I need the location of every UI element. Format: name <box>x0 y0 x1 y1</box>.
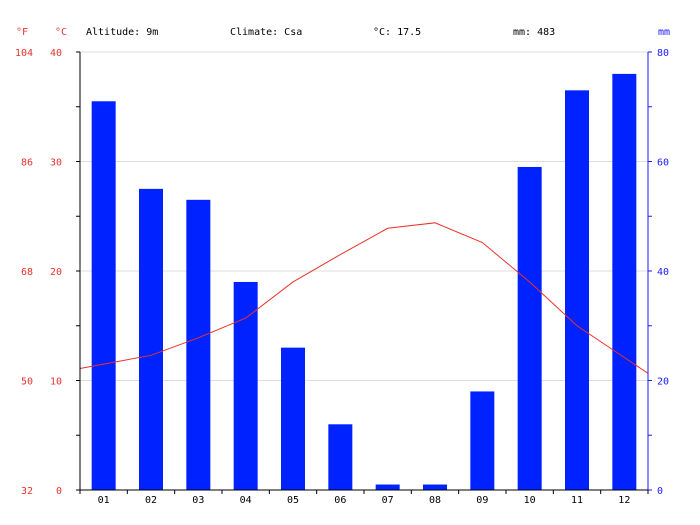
precip-bar <box>612 73 637 491</box>
celsius-tick-label: 10 <box>50 377 62 388</box>
month-tick-label: 04 <box>240 495 252 506</box>
precip-tick-label: 0 <box>657 486 663 497</box>
month-tick-label: 09 <box>476 495 488 506</box>
fahrenheit-tick-label: 68 <box>21 267 33 278</box>
precip-bar <box>517 166 542 490</box>
precip-tick-label: 20 <box>657 377 669 388</box>
fahrenheit-tick-label: 50 <box>21 377 33 388</box>
precip-bar <box>139 188 163 490</box>
fahrenheit-unit-label: °F <box>16 27 28 38</box>
month-tick-label: 12 <box>618 495 630 506</box>
precip-bar <box>281 347 305 490</box>
tick-labels: 0 10 20 30 40 32 50 68 86 104 0 20 40 60 80 01 02 03 04 05 0… <box>15 48 669 506</box>
celsius-tick-label: 0 <box>56 486 62 497</box>
month-tick-label: 03 <box>192 495 204 506</box>
fahrenheit-tick-label: 104 <box>15 48 33 59</box>
axes <box>76 51 652 494</box>
temp-mean-label: °C: 17.5 <box>373 27 421 38</box>
precip-tick-label: 40 <box>657 267 669 278</box>
precip-bar <box>328 424 353 490</box>
precip-total-label: mm: 483 <box>513 27 555 38</box>
precip-bar <box>423 484 447 490</box>
month-tick-label: 08 <box>429 495 441 506</box>
precip-bar <box>565 90 589 490</box>
month-tick-label: 01 <box>98 495 110 506</box>
celsius-unit-label: °C <box>55 27 67 38</box>
temperature-polyline <box>79 222 649 374</box>
temperature-line <box>79 222 649 374</box>
precip-tick-label: 80 <box>657 48 669 59</box>
celsius-tick-label: 40 <box>50 48 62 59</box>
gridlines <box>80 51 648 381</box>
precip-bar <box>470 391 495 490</box>
precip-bar <box>186 199 211 490</box>
fahrenheit-tick-label: 86 <box>21 158 33 169</box>
month-tick-label: 07 <box>382 495 394 506</box>
precip-bar <box>233 281 258 490</box>
celsius-tick-label: 20 <box>50 267 62 278</box>
precip-bar <box>375 484 400 490</box>
celsius-tick-label: 30 <box>50 158 62 169</box>
climate-label: Climate: Csa <box>230 27 302 38</box>
month-tick-label: 11 <box>571 495 583 506</box>
fahrenheit-tick-label: 32 <box>21 486 33 497</box>
altitude-label: Altitude: 9m <box>86 27 158 38</box>
month-tick-label: 06 <box>334 495 346 506</box>
precip-tick-label: 60 <box>657 158 669 169</box>
month-tick-label: 02 <box>145 495 157 506</box>
month-tick-label: 10 <box>524 495 536 506</box>
precipitation-bars <box>91 73 637 491</box>
precip-bar <box>91 101 116 491</box>
mm-unit-label: mm <box>658 27 670 38</box>
month-tick-label: 05 <box>287 495 299 506</box>
